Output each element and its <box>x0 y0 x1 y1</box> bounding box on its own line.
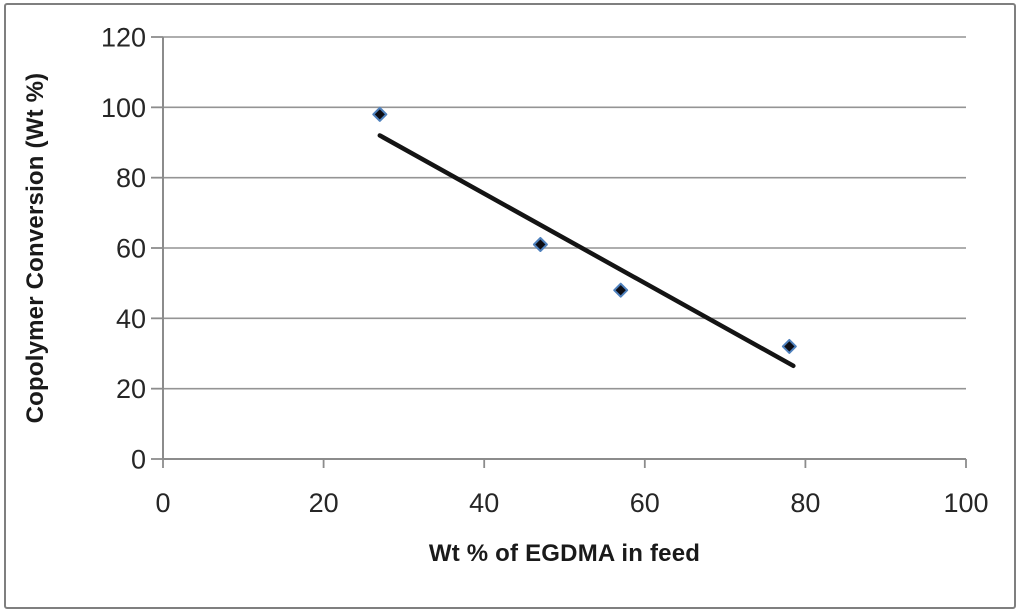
y-tick-label: 60 <box>116 234 146 264</box>
data-point-marker <box>613 282 629 298</box>
x-tick-label: 40 <box>469 488 499 518</box>
y-tick-label: 80 <box>116 163 146 193</box>
y-tick-label: 20 <box>116 374 146 404</box>
data-point-marker <box>532 236 548 252</box>
y-tick-label: 0 <box>131 445 146 475</box>
y-tick-label: 40 <box>116 304 146 334</box>
data-point-marker <box>781 338 797 354</box>
x-tick-label: 80 <box>790 488 820 518</box>
x-tick-label: 100 <box>943 488 988 518</box>
y-axis-title: Copolymer Conversion (Wt %) <box>22 72 49 424</box>
y-tick-label: 100 <box>101 93 146 123</box>
y-tick-label: 120 <box>101 23 146 53</box>
trendline <box>377 133 796 369</box>
x-axis-title: Wt % of EGDMA in feed <box>428 540 701 567</box>
data-point-marker <box>372 106 388 122</box>
x-tick-label: 0 <box>155 488 170 518</box>
x-tick-label: 60 <box>630 488 660 518</box>
x-tick-label: 20 <box>309 488 339 518</box>
